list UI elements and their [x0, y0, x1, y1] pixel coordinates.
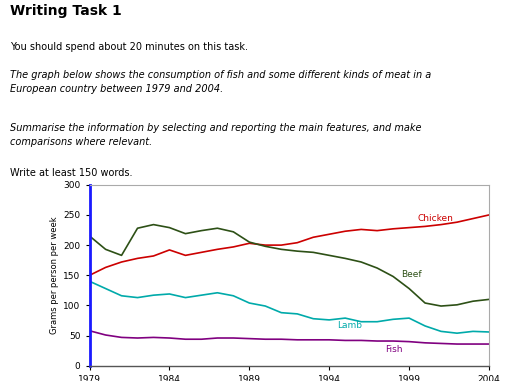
Y-axis label: Grams per person per week: Grams per person per week [50, 216, 59, 334]
Text: Summarise the information by selecting and reporting the main features, and make: Summarise the information by selecting a… [10, 123, 422, 147]
Text: Write at least 150 words.: Write at least 150 words. [10, 168, 133, 178]
Text: The graph below shows the consumption of fish and some different kinds of meat i: The graph below shows the consumption of… [10, 70, 432, 94]
Text: You should spend about 20 minutes on this task.: You should spend about 20 minutes on thi… [10, 42, 248, 52]
Text: Writing Task 1: Writing Task 1 [10, 3, 122, 18]
Text: Chicken: Chicken [417, 214, 453, 223]
Text: Fish: Fish [385, 345, 402, 354]
Text: Lamb: Lamb [337, 321, 362, 330]
Text: Beef: Beef [401, 270, 422, 279]
